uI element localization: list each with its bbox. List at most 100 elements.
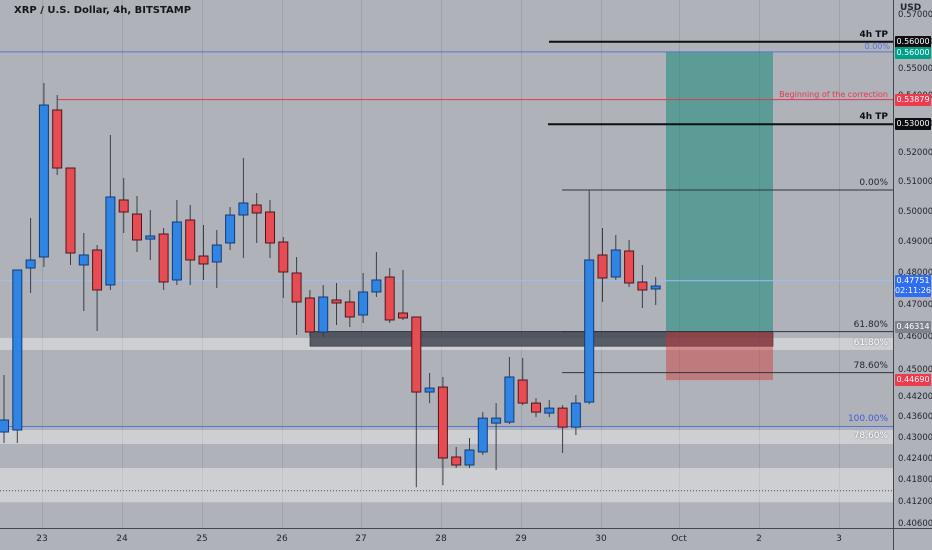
candle-body [344,301,355,318]
candle[interactable] [38,82,49,268]
candle[interactable] [570,395,581,436]
candle[interactable] [637,264,648,308]
candle[interactable] [437,376,448,486]
candle-body [557,407,568,428]
candle-body [597,254,608,279]
candle[interactable] [92,245,103,332]
candle[interactable] [557,405,568,454]
candle[interactable] [251,193,262,243]
candle[interactable] [265,199,275,258]
supply-zone-box[interactable] [309,331,774,347]
candle[interactable] [650,277,661,306]
candle[interactable] [358,272,369,323]
candle[interactable] [504,356,515,425]
candle[interactable] [105,135,116,291]
candle[interactable] [371,252,382,298]
candle-body [238,202,249,216]
candle-body [570,402,581,428]
time-tick-label: 26 [276,534,288,544]
candle-body [118,199,129,213]
candle[interactable] [65,167,76,265]
candle-body [610,249,621,278]
candle[interactable] [531,398,541,418]
candle-body [544,407,555,414]
candle[interactable] [12,269,23,444]
candle[interactable] [477,412,488,455]
price-tick-label: 0.46000 [898,331,932,342]
candle-body [424,387,435,393]
candle-body [145,235,156,240]
candle[interactable] [331,283,342,325]
long-position-loss-box[interactable] [666,331,773,381]
candle[interactable] [624,239,635,288]
candle[interactable] [145,209,156,260]
price-tick-label: 0.43000 [898,432,932,443]
candle-body [637,281,648,291]
candle[interactable] [225,207,236,250]
candle[interactable] [584,189,595,405]
candle[interactable] [464,438,475,469]
candle-body [531,402,541,413]
price-tick-label: 0.43600 [898,412,932,423]
time-tick-label: 2 [756,534,762,544]
candle[interactable] [451,447,462,469]
candle[interactable] [544,400,555,418]
price-tick-label: 0.47000 [898,299,932,310]
price-tick-label: 0.41800 [898,475,932,486]
candle[interactable] [411,316,422,488]
candle-body [411,316,422,393]
candle-body [52,109,63,169]
candle-body [318,296,329,333]
bar-countdown: 02:11:26 [895,285,931,295]
candle[interactable] [171,199,182,285]
candle[interactable] [491,403,502,471]
long-position-profit-box[interactable] [666,51,773,332]
symbol-title[interactable]: XRP / U.S. Dollar, 4h, BITSTAMP [14,5,192,16]
candle[interactable] [52,95,63,175]
candle[interactable] [318,284,329,337]
candle[interactable] [291,256,302,335]
candle-body [105,196,116,286]
candle[interactable] [185,204,196,285]
candle[interactable] [384,268,395,323]
candle[interactable] [78,233,89,312]
candle[interactable] [424,372,435,404]
price-tag-correction: 0.53879 [895,93,931,106]
candle-body [624,250,635,284]
candle[interactable] [278,236,289,298]
candle-body [331,299,342,304]
price-tick-label: 0.48000 [898,267,932,278]
candle[interactable] [304,290,315,336]
candle[interactable] [597,227,608,302]
candle[interactable] [211,229,222,289]
candle[interactable] [0,374,9,444]
time-tick-label: 27 [355,534,367,544]
candle[interactable] [158,227,169,291]
candle-body [92,249,103,291]
candle[interactable] [198,224,209,280]
candle-body [491,417,502,424]
candle[interactable] [610,235,621,280]
candle[interactable] [398,270,408,320]
candle[interactable] [118,178,129,234]
price-tick-label: 0.50000 [898,206,932,217]
candle[interactable] [238,157,249,258]
time-axis[interactable]: 23 24 25 26 27 28 29 30 Oct 2 3 [0,528,932,550]
candle[interactable] [517,357,528,406]
price-tick-label: 0.41200 [898,497,932,508]
candle[interactable] [25,217,36,294]
price-tick-label: 0.51000 [898,177,932,187]
candle-body [451,456,462,466]
price-axis[interactable]: USD 0.570000.560000.550000.540000.530000… [893,0,932,550]
candle-body [78,254,89,266]
candle-body [265,211,275,244]
candle-body [0,419,9,433]
candle[interactable] [132,196,142,253]
time-tick-label: 24 [116,534,128,544]
time-tick-label: 29 [515,534,527,544]
candle-body [477,417,488,453]
time-tick-label: 30 [595,534,607,544]
candle[interactable] [344,290,355,327]
